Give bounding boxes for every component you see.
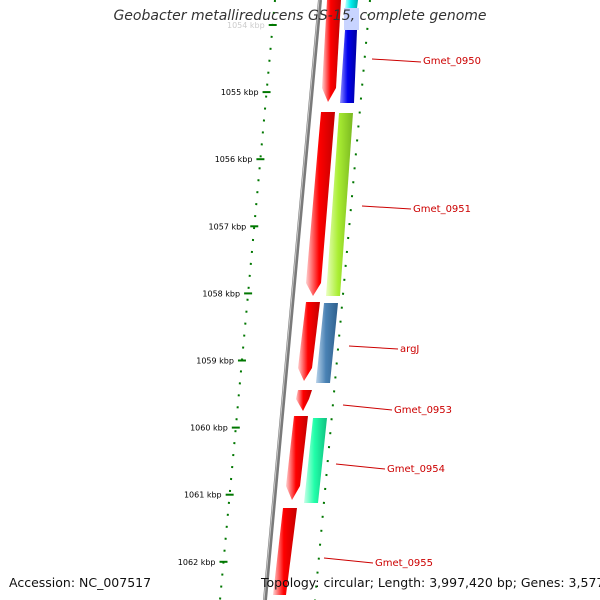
cds-arrow bbox=[298, 302, 320, 381]
top-feature-light bbox=[344, 8, 359, 30]
cds-arrow bbox=[322, 0, 341, 102]
gene-labels: Gmet_0950 Gmet_0951 argJ Gmet_0953 Gmet_… bbox=[375, 56, 481, 569]
genome-summary-text: Topology: circular; Length: 3,997,420 bp… bbox=[261, 575, 600, 590]
backbone-highlight bbox=[263, 0, 320, 600]
label-connector bbox=[371, 58, 422, 63]
tick-label: 1062 kbp bbox=[178, 558, 216, 567]
tick-label: 1061 kbp bbox=[184, 491, 222, 500]
tick-label: 1058 kbp bbox=[202, 289, 240, 298]
accession-text: Accession: NC_007517 bbox=[9, 575, 152, 590]
gmet-0951-feature bbox=[326, 113, 353, 296]
label-connector bbox=[335, 463, 386, 470]
label-connectors bbox=[323, 58, 422, 564]
gene-label-gmet-0953: Gmet_0953 bbox=[394, 405, 452, 416]
tick-layer: 1054 kbp 1055 kbp 1056 kbp 1057 kbp 1058 kbp… bbox=[178, 21, 277, 567]
gene-label-argj: argJ bbox=[400, 344, 419, 355]
tick-label: 1060 kbp bbox=[190, 424, 228, 433]
map-title: Geobacter metallireducens GS-15, complet… bbox=[113, 8, 487, 24]
tick-label: 1056 kbp bbox=[215, 155, 253, 164]
label-connector bbox=[348, 345, 399, 350]
gene-label-gmet-0954: Gmet_0954 bbox=[387, 464, 445, 475]
gmet-0954-feature bbox=[304, 418, 327, 503]
top-feature-segment bbox=[345, 0, 358, 8]
feature-track-outer bbox=[304, 0, 359, 503]
cds-arrow bbox=[306, 112, 335, 296]
gene-label-gmet-0950: Gmet_0950 bbox=[423, 56, 481, 67]
backbone-line bbox=[263, 0, 322, 600]
gmet-0950-feature bbox=[340, 30, 357, 103]
cds-track-inner bbox=[273, 0, 341, 595]
label-connector bbox=[361, 205, 412, 210]
tick-ruler-inner bbox=[219, 0, 276, 600]
cds-arrow bbox=[286, 416, 308, 500]
gene-label-gmet-0951: Gmet_0951 bbox=[413, 204, 471, 215]
label-connector bbox=[342, 404, 393, 411]
tick-label: 1054 kbp bbox=[227, 21, 265, 30]
gene-label-gmet-0955: Gmet_0955 bbox=[375, 558, 433, 569]
cds-arrow bbox=[296, 390, 312, 411]
argj-feature bbox=[316, 303, 338, 383]
tick-label: 1055 kbp bbox=[221, 88, 259, 97]
label-connector bbox=[323, 557, 374, 564]
cds-arrow bbox=[273, 508, 297, 595]
tick-label: 1059 kbp bbox=[196, 357, 234, 366]
tick-label: 1057 kbp bbox=[209, 222, 247, 231]
